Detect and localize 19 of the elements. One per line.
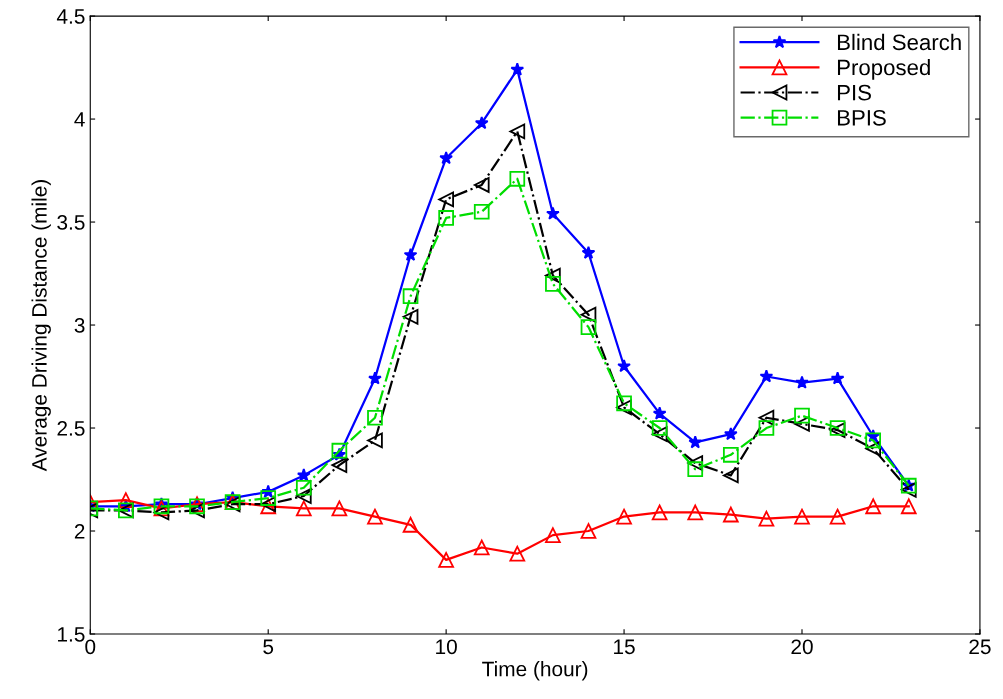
y-tick-label: 3 [74,318,85,333]
y-tick-label: 2 [74,524,85,539]
y-tick-label: 4 [74,112,85,127]
x-tick-label: 25 [969,639,991,655]
y-tick-label: 4.5 [56,9,85,24]
x-tick-label: 0 [85,639,96,655]
legend-label: Blind Search [837,33,961,51]
x-axis-title: Time (hour) [482,661,588,681]
x-tick-label: 10 [436,639,457,655]
legend-label: PIS [837,84,871,101]
x-tick-label: 20 [791,639,813,655]
y-tick-label: 3.5 [57,215,85,230]
legend-label: Proposed [837,59,930,80]
y-tick-label: 2.5 [57,421,85,436]
y-axis-title: Average Driving Distance (mile) [31,180,51,472]
legend-label: BPIS [837,109,886,126]
x-tick-label: 15 [614,639,635,655]
y-tick-label: 1.5 [58,627,85,642]
x-tick-label: 5 [263,639,274,655]
